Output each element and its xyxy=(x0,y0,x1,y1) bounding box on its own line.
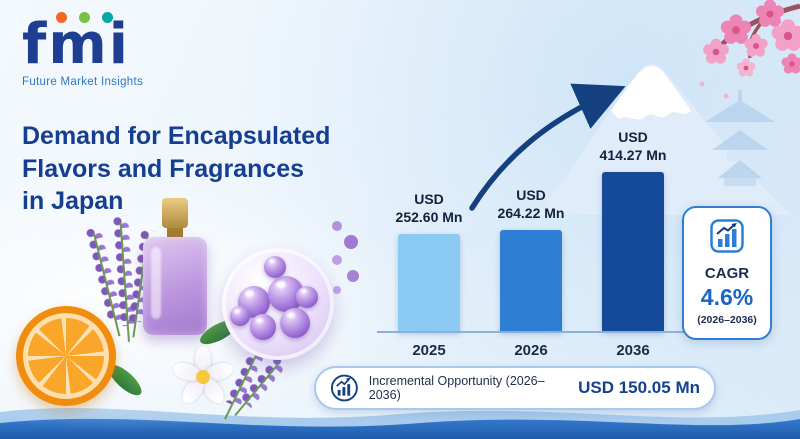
pagoda-illustration xyxy=(705,90,775,186)
page-title: Demand for Encapsulated Flavors and Frag… xyxy=(22,120,330,218)
bar-column-2026: USD 264.22 Mn 2026 xyxy=(487,122,575,362)
jasmine-petal xyxy=(195,346,211,374)
bar-currency: USD xyxy=(516,186,546,203)
cagr-label: CAGR xyxy=(704,265,750,282)
logo-dot-orange-icon xyxy=(56,12,67,23)
encapsulated-beads-dish xyxy=(222,248,334,360)
bar-2025 xyxy=(398,234,460,332)
logo-dot-teal-icon xyxy=(102,12,113,23)
bar-column-2025: USD 252.60 Mn 2025 xyxy=(385,122,473,362)
jasmine-flower xyxy=(168,342,238,412)
capsule-bead xyxy=(264,256,286,278)
bar-2026 xyxy=(500,230,562,332)
opportunity-label: Incremental Opportunity (2026–2036) xyxy=(368,374,545,402)
bar-column-2036: USD 414.27 Mn 2036 xyxy=(589,122,677,362)
logo-wordmark: fmi xyxy=(22,12,130,77)
logo-tagline: Future Market Insights xyxy=(22,76,144,88)
bar-value-label: USD 264.22 Mn xyxy=(498,186,565,222)
title-line-1: Demand for Encapsulated xyxy=(22,122,331,150)
bar-year-label: 2026 xyxy=(514,342,548,359)
bar-amount: 252.60 Mn xyxy=(395,208,463,225)
capsule-bead xyxy=(280,308,310,338)
perfume-bottle-body xyxy=(143,237,207,335)
bar-value-label: USD 252.60 Mn xyxy=(396,190,463,226)
cagr-value: 4.6% xyxy=(700,284,754,310)
bar-year-label: 2025 xyxy=(412,342,446,359)
opportunity-chart-icon xyxy=(330,374,358,402)
title-line-3: in Japan xyxy=(22,187,124,215)
bar-chart: USD 252.60 Mn 2025 USD 264.22 Mn 2026 USD 414.2… xyxy=(377,122,685,362)
perfume-bottle xyxy=(142,198,208,335)
jasmine-flower-center xyxy=(196,370,210,384)
incremental-opportunity-banner: Incremental Opportunity (2026–2036) USD … xyxy=(314,366,716,410)
cagr-chart-icon xyxy=(710,219,744,253)
fmi-logo: fmi Future Market Insights xyxy=(22,12,143,88)
bar-year-label: 2036 xyxy=(616,342,650,359)
capsule-bead xyxy=(250,314,276,340)
bar-value-label: USD 414.27 Mn xyxy=(600,128,667,164)
cagr-period: (2026–2036) xyxy=(697,314,757,326)
title-line-2: Flavors and Fragrances xyxy=(22,154,305,183)
opportunity-value: USD 150.05 Mn xyxy=(578,378,700,397)
capsule-bead xyxy=(296,286,318,308)
orange-slice xyxy=(16,306,116,406)
bar-amount: 264.22 Mn xyxy=(497,204,565,221)
perfume-bottle-cap xyxy=(162,198,188,228)
floating-beads xyxy=(332,221,359,294)
capsule-bead xyxy=(230,306,250,326)
logo-dot-green-icon xyxy=(79,12,90,23)
bar-currency: USD xyxy=(618,128,648,145)
bar-2036 xyxy=(602,172,664,332)
cherry-blossom-branch xyxy=(699,0,800,99)
product-imagery xyxy=(0,0,380,439)
cagr-card: CAGR 4.6% (2026–2036) xyxy=(682,206,772,340)
bar-amount: 414.27 Mn xyxy=(599,146,667,163)
bar-group: USD 252.60 Mn 2025 USD 264.22 Mn 2026 USD 414.2… xyxy=(377,122,685,362)
perfume-bottle-collar xyxy=(167,228,183,237)
chart-baseline xyxy=(377,331,685,333)
bar-currency: USD xyxy=(414,190,444,207)
logo-dots xyxy=(56,12,143,23)
